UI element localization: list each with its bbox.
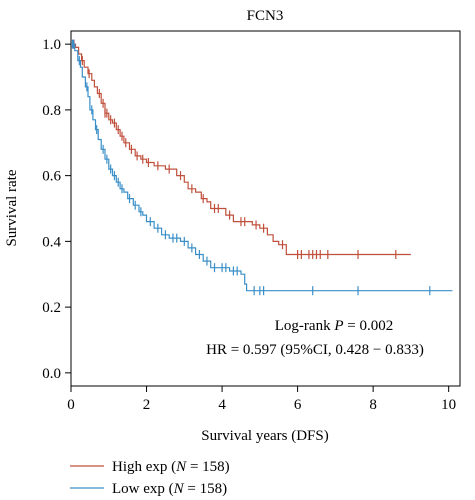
logrank-value: = 0.002 bbox=[344, 318, 394, 334]
legend: High exp (N = 158) Low exp (N = 158) bbox=[70, 459, 230, 497]
chart-title: FCN3 bbox=[247, 8, 284, 24]
y-tick-label: 0.0 bbox=[42, 366, 61, 382]
y-tick-label: 0.2 bbox=[42, 300, 61, 316]
x-tick-label: 2 bbox=[143, 397, 151, 413]
x-axis-label: Survival years (DFS) bbox=[201, 428, 329, 444]
y-tick-label: 0.6 bbox=[42, 169, 61, 185]
y-tick-label: 1.0 bbox=[42, 37, 61, 53]
survival-curve-low bbox=[71, 43, 453, 292]
series-high bbox=[71, 39, 411, 260]
y-tick-label: 0.4 bbox=[42, 234, 61, 250]
y-axis: 0.0 0.2 0.4 0.6 0.8 1.0 bbox=[42, 37, 71, 382]
series-low bbox=[71, 39, 453, 296]
x-axis: 0 2 4 6 8 10 bbox=[67, 386, 456, 413]
x-tick-label: 4 bbox=[218, 397, 226, 413]
logrank-prefix: Log-rank bbox=[275, 318, 335, 334]
x-tick-label: 6 bbox=[294, 397, 302, 413]
legend-label-high: High exp (N = 158) bbox=[112, 459, 230, 475]
x-tick-label: 10 bbox=[441, 397, 456, 413]
series-layer bbox=[71, 39, 453, 296]
x-tick-label: 0 bbox=[67, 397, 75, 413]
legend-label-low: Low exp (N = 158) bbox=[112, 481, 227, 497]
y-axis-label: Survival rate bbox=[4, 169, 20, 246]
hr-annotation: HR = 0.597 (95%CI, 0.428 − 0.833) bbox=[206, 342, 424, 358]
plot-frame bbox=[70, 30, 461, 387]
survival-curve-high bbox=[71, 43, 411, 256]
logrank-p: P bbox=[333, 318, 343, 334]
logrank-annotation: Log-rank P = 0.002 bbox=[275, 318, 393, 334]
y-tick-label: 0.8 bbox=[42, 103, 61, 119]
x-tick-label: 8 bbox=[369, 397, 377, 413]
